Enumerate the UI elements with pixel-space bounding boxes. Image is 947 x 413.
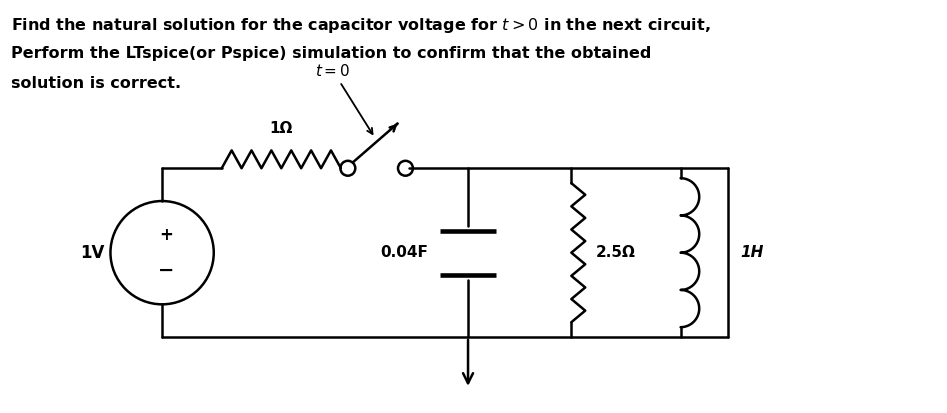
Text: Perform the LTspice(or Pspice) simulation to confirm that the obtained: Perform the LTspice(or Pspice) simulatio… bbox=[11, 46, 652, 61]
Text: $t = 0$: $t = 0$ bbox=[315, 63, 372, 134]
Text: 1V: 1V bbox=[80, 244, 105, 262]
Text: 0.04F: 0.04F bbox=[381, 245, 428, 260]
Text: 1Ω: 1Ω bbox=[270, 121, 293, 136]
Text: +: + bbox=[159, 226, 173, 244]
Text: −: − bbox=[158, 261, 174, 280]
Text: 2.5Ω: 2.5Ω bbox=[597, 245, 636, 260]
Text: solution is correct.: solution is correct. bbox=[11, 76, 181, 91]
Text: Find the natural solution for the capacitor voltage for $t > 0$ in the next circ: Find the natural solution for the capaci… bbox=[11, 16, 710, 35]
Text: 1H: 1H bbox=[741, 245, 763, 260]
